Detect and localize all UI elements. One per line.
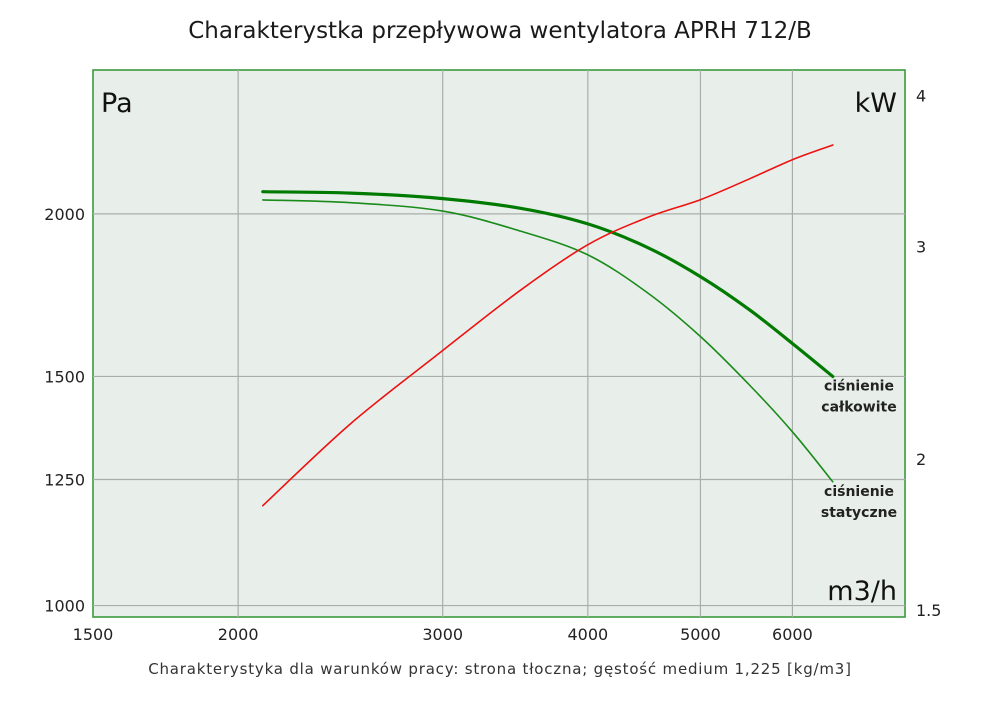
- x-tick-label: 4000: [567, 625, 608, 644]
- y-right-tick-labels: 1.5 2 3 4: [916, 87, 941, 620]
- static-pressure-curve: [262, 199, 834, 483]
- y-right-tick-label: 3: [916, 237, 926, 256]
- x-tick-label: 1500: [73, 625, 114, 644]
- curves: [261, 144, 835, 507]
- y-left-unit: Pa: [101, 88, 133, 119]
- chart-footnote: Charakterystyka dla warunków pracy: stro…: [148, 660, 852, 678]
- x-tick-labels: 1500 2000 3000 4000 5000 6000: [73, 625, 813, 644]
- y-left-tick-label: 1250: [44, 470, 85, 489]
- curve-labels: ciśnienie całkowite ciśnienie statyczne: [821, 378, 897, 520]
- chart-title: Charakterystka przepływowa wentylatora A…: [188, 18, 812, 44]
- y-left-tick-label: 1500: [44, 367, 85, 386]
- y-left-tick-label: 1000: [44, 597, 85, 616]
- y-right-tick-label: 4: [916, 87, 926, 106]
- grid-horizontal: [93, 213, 905, 607]
- x-tick-label: 5000: [680, 625, 721, 644]
- y-left-tick-labels: 1000 1250 1500 2000: [44, 205, 85, 616]
- grid-vertical: [237, 70, 794, 617]
- x-unit: m3/h: [827, 576, 897, 607]
- series-label: ciśnienie statyczne: [821, 484, 897, 521]
- total-pressure-curve: [261, 190, 835, 379]
- y-right-unit: kW: [855, 88, 897, 119]
- x-tick-label: 2000: [218, 625, 259, 644]
- x-tick-label: 3000: [422, 625, 463, 644]
- y-right-tick-label: 2: [916, 450, 926, 469]
- y-left-tick-label: 2000: [44, 205, 85, 224]
- plot-area: [92, 69, 906, 618]
- y-right-tick-label: 1.5: [916, 601, 941, 620]
- series-label: ciśnienie całkowite: [821, 378, 896, 415]
- power-curve: [262, 144, 834, 507]
- x-tick-label: 6000: [772, 625, 813, 644]
